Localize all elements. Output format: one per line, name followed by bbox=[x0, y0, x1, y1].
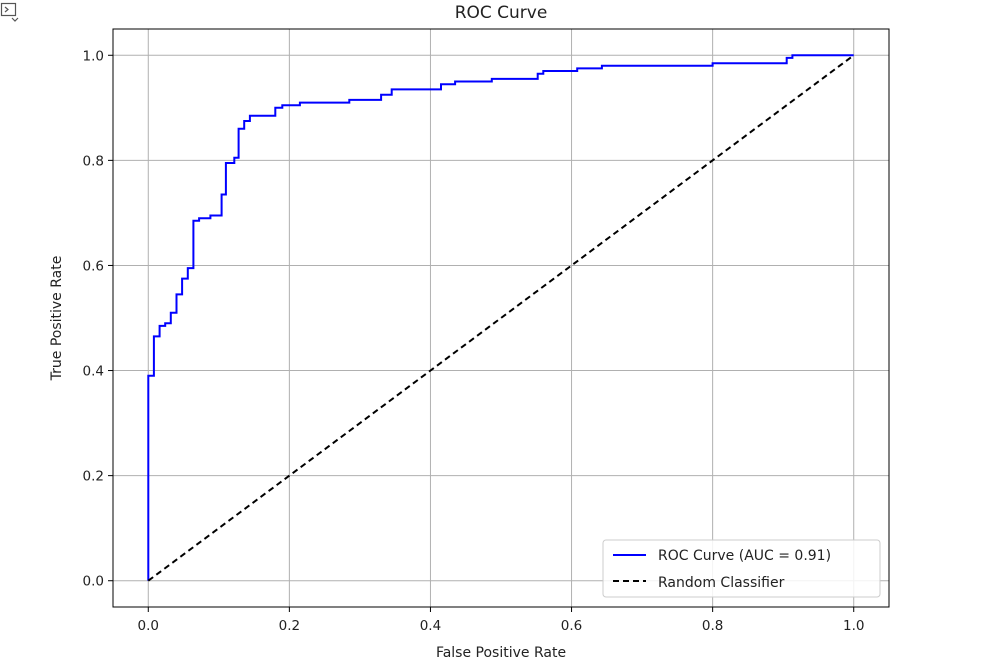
plot-series bbox=[147, 54, 855, 582]
expand-output-icon[interactable] bbox=[0, 0, 22, 22]
y-tick-label: 0.6 bbox=[83, 258, 104, 274]
random-classifier-line bbox=[147, 54, 855, 582]
x-axis-label: False Positive Rate bbox=[436, 645, 566, 659]
y-tick-label: 0.0 bbox=[83, 574, 104, 590]
y-tick-label: 0.2 bbox=[83, 469, 104, 485]
plot-frame bbox=[112, 28, 890, 608]
legend: ROC Curve (AUC = 0.91) Random Classifier bbox=[602, 539, 881, 598]
axis-ticks: 0.0 0.2 0.4 0.6 0.8 1.0 0.0 0.2 0.4 0.6 0.8 1.0 bbox=[83, 48, 865, 634]
x-tick-label: 0.4 bbox=[420, 618, 441, 634]
y-tick-label: 1.0 bbox=[83, 48, 104, 64]
x-tick-label: 0.8 bbox=[702, 618, 723, 634]
x-tick-label: 0.6 bbox=[561, 618, 582, 634]
legend-label-random: Random Classifier bbox=[658, 575, 785, 591]
y-tick-label: 0.4 bbox=[83, 364, 104, 380]
y-axis-label: True Positive Rate bbox=[49, 256, 65, 382]
roc-curve-line bbox=[147, 54, 854, 581]
y-tick-label: 0.8 bbox=[83, 153, 104, 169]
x-tick-label: 0.2 bbox=[279, 618, 300, 634]
x-tick-label: 1.0 bbox=[843, 618, 864, 634]
legend-box bbox=[602, 539, 881, 598]
chart-title: ROC Curve bbox=[455, 3, 548, 23]
legend-label-roc: ROC Curve (AUC = 0.91) bbox=[658, 548, 831, 564]
x-tick-label: 0.0 bbox=[138, 618, 159, 634]
